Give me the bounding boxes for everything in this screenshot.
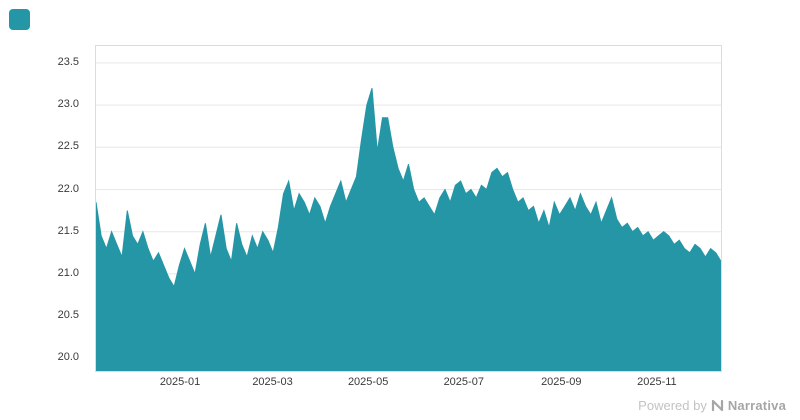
x-axis-tick-label: 2025-07: [443, 376, 484, 388]
y-axis-tick-label: 22.5: [57, 140, 79, 153]
watermark: Powered by Narrativa: [638, 398, 786, 413]
x-axis-tick-label: 2025-01: [159, 376, 201, 388]
x-axis-tick-label: 2025-09: [541, 376, 582, 388]
y-axis-tick-label: 20.0: [57, 351, 79, 364]
y-axis-tick-label: 23.0: [57, 98, 79, 111]
plot-area: [95, 45, 722, 372]
powered-by-label: Powered by: [638, 398, 707, 413]
x-axis-tick-label: 2025-11: [637, 376, 677, 388]
x-axis-tick-label: 2025-03: [252, 376, 293, 388]
y-axis-tick-label: 21.5: [57, 224, 79, 237]
x-axis-tick-label: 2025-05: [347, 376, 389, 388]
y-axis-tick-label: 23.5: [57, 55, 79, 68]
y-axis-tick-label: 21.0: [57, 266, 79, 279]
y-axis-tick-label: 20.5: [57, 309, 79, 322]
y-axis-tick-label: 22.0: [57, 182, 79, 195]
x-axis: 2025-01 2025-03 2025-05 2025-07 2025-09 2025-…: [95, 376, 720, 392]
narrativa-icon: [711, 399, 723, 412]
brand-logo: [9, 9, 30, 30]
area-chart: [96, 62, 721, 371]
watermark-brand-name: Narrativa: [727, 398, 786, 413]
y-axis: 20.0 20.5 21.0 21.5 22.0 22.5 23.0 23.5: [0, 45, 87, 370]
